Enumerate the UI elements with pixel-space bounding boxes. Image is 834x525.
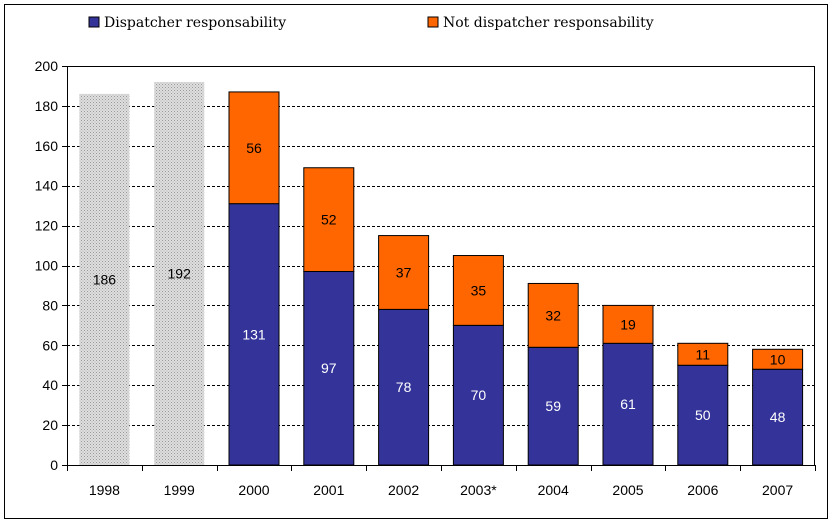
value-label-2005-dispatcher-responsability: 61 [620, 396, 636, 412]
x-tick-label-2004: 2004 [538, 482, 569, 498]
x-tick-label-1999: 1999 [164, 482, 195, 498]
y-tick-label-40: 40 [42, 377, 58, 393]
legend-label-not-dispatcher: Not dispatcher responsability [443, 15, 654, 31]
value-label-2005-not-dispatcher-responsability: 19 [620, 316, 636, 332]
value-label-2003-dispatcher-responsability: 70 [471, 387, 487, 403]
y-tick-label-0: 0 [50, 457, 58, 473]
y-tick-label-200: 200 [35, 58, 59, 74]
bar-2005-dispatcher-responsability [602, 342, 654, 466]
y-tick-label-140: 140 [35, 178, 59, 194]
bar-1999-total [154, 81, 205, 466]
y-tick-label-160: 160 [35, 138, 59, 154]
legend: Dispatcher responsability Not dispatcher… [88, 15, 654, 31]
y-tick-label-60: 60 [42, 337, 58, 353]
value-label-2007-not-dispatcher-responsability: 10 [770, 351, 786, 367]
y-tick-label-100: 100 [35, 258, 59, 274]
bar-2000-not-dispatcher-responsability [228, 91, 280, 205]
value-label-2002-dispatcher-responsability: 78 [396, 379, 412, 395]
x-tick-label-2005: 2005 [612, 482, 643, 498]
value-label-2001-not-dispatcher-responsability: 52 [321, 212, 337, 228]
value-label-2007-dispatcher-responsability: 48 [770, 409, 786, 425]
value-labels: 186 192 131 56 97 52 78 37 70 35 59 32 61 19 50 11 48 10 [93, 140, 786, 425]
x-tick-label-2000: 2000 [238, 482, 269, 498]
bar-2004-not-dispatcher-responsability [527, 282, 579, 348]
bar-2000-dispatcher-responsability [228, 203, 280, 466]
x-tick-label-2007: 2007 [762, 482, 793, 498]
x-tick-label-2002: 2002 [388, 482, 419, 498]
bar-2003-dispatcher-responsability [452, 324, 504, 466]
value-label-2000-dispatcher-responsability: 131 [242, 326, 266, 342]
bar-2006-not-dispatcher-responsability [677, 342, 729, 366]
value-label-2003-not-dispatcher-responsability: 35 [471, 282, 487, 298]
legend-label-dispatcher: Dispatcher responsability [104, 15, 286, 31]
y-tick-label-120: 120 [35, 218, 59, 234]
bar-2007-not-dispatcher-responsability [752, 348, 804, 370]
value-label-2006-not-dispatcher-responsability: 11 [696, 346, 711, 362]
bar-2001-dispatcher-responsability [303, 270, 355, 466]
bar-2004-dispatcher-responsability [527, 346, 579, 466]
bar-2003-not-dispatcher-responsability [452, 255, 504, 326]
axes [62, 66, 816, 471]
bar-2005-not-dispatcher-responsability [602, 304, 654, 344]
value-label-2006-dispatcher-responsability: 50 [695, 407, 711, 423]
bar-2001-not-dispatcher-responsability [303, 167, 355, 272]
bar-2002-not-dispatcher-responsability [378, 235, 430, 310]
y-tick-label-80: 80 [42, 297, 58, 313]
x-tick-labels: 1998 1999 2000 2001 2002 2003* 2004 2005 2006 200… [89, 482, 794, 498]
gridlines [67, 66, 815, 426]
y-tick-labels: 0 20 40 60 80 100 120 140 160 180 200 [35, 58, 59, 473]
x-tick-label-2003: 2003* [460, 482, 497, 498]
value-label-1998-total: 186 [93, 271, 117, 287]
value-label-2001-dispatcher-responsability: 97 [321, 360, 337, 376]
value-label-2002-not-dispatcher-responsability: 37 [396, 264, 412, 280]
x-tick-label-2001: 2001 [313, 482, 344, 498]
legend-item-not-dispatcher: Not dispatcher responsability [427, 15, 654, 31]
x-tick-label-2006: 2006 [687, 482, 718, 498]
y-tick-label-20: 20 [42, 417, 58, 433]
legend-item-dispatcher: Dispatcher responsability [88, 15, 286, 31]
value-label-2004-dispatcher-responsability: 59 [545, 398, 561, 414]
legend-swatch-dispatcher [88, 16, 100, 28]
y-tick-label-180: 180 [35, 98, 59, 114]
value-label-2000-not-dispatcher-responsability: 56 [246, 140, 262, 156]
value-label-2004-not-dispatcher-responsability: 32 [545, 307, 561, 323]
value-label-1999-total: 192 [168, 265, 192, 281]
bar-2006-dispatcher-responsability [677, 364, 729, 466]
bar-2002-dispatcher-responsability [378, 308, 430, 466]
bar-1998-total [79, 93, 130, 466]
x-tick-label-1998: 1998 [89, 482, 120, 498]
legend-swatch-not-dispatcher [427, 16, 439, 28]
bars [79, 81, 804, 466]
